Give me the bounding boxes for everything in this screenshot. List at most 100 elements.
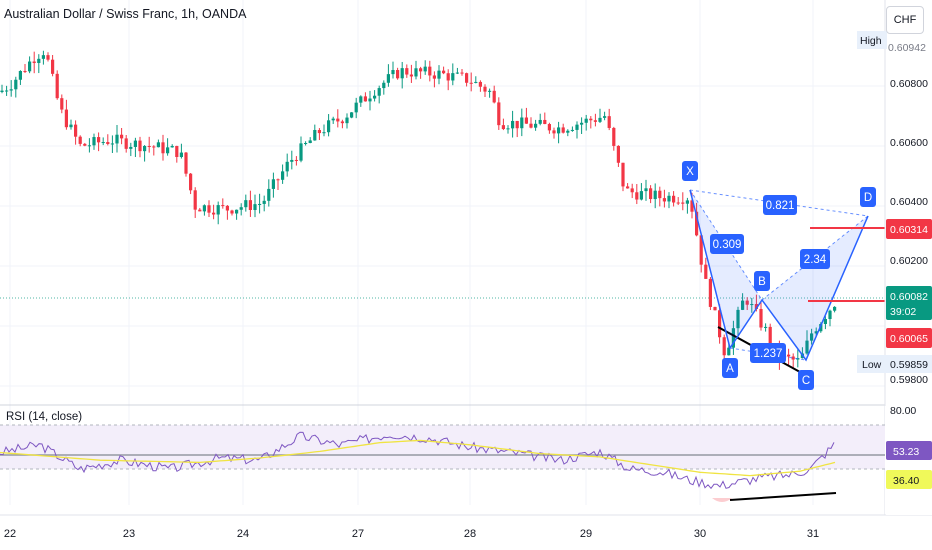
candle-body bbox=[446, 73, 450, 81]
currency-button[interactable]: CHF bbox=[886, 6, 924, 34]
candle-body bbox=[69, 124, 73, 128]
candle-body bbox=[5, 90, 9, 92]
candle-body bbox=[46, 55, 50, 60]
candle-body bbox=[833, 306, 837, 311]
point-c-label[interactable]: C bbox=[798, 370, 814, 390]
candle-body bbox=[764, 326, 768, 328]
candle-body bbox=[327, 120, 331, 133]
candle-body bbox=[32, 61, 36, 64]
candle-body bbox=[810, 333, 814, 341]
current-price-tag bbox=[886, 286, 932, 320]
candle-body bbox=[184, 152, 188, 174]
ratio-ac-label-text: 1.237 bbox=[754, 348, 783, 360]
ratio-xd-label[interactable]: 0.821 bbox=[763, 195, 797, 215]
low-value: 0.59859 bbox=[890, 359, 928, 371]
candle-body bbox=[271, 179, 275, 189]
candle-body bbox=[78, 136, 82, 144]
candle-body bbox=[138, 140, 142, 152]
ratio-line-xb bbox=[689, 189, 763, 301]
candle-body bbox=[276, 179, 280, 181]
rsi-value-tag bbox=[886, 441, 932, 460]
candle-body bbox=[359, 96, 363, 103]
low-value-bg bbox=[886, 355, 932, 373]
low-label: Low bbox=[862, 359, 882, 371]
candle-body bbox=[405, 68, 409, 75]
rsi-tick-label: 80.00 bbox=[890, 405, 916, 417]
candle-body bbox=[745, 300, 749, 305]
candle-body bbox=[161, 142, 165, 154]
rsi-ma-line bbox=[0, 439, 836, 477]
ratio-ac-label[interactable]: 1.237 bbox=[750, 343, 786, 363]
candle-body bbox=[152, 146, 156, 148]
candle-body bbox=[106, 142, 110, 144]
candle-body bbox=[41, 55, 45, 59]
candle-body bbox=[216, 205, 220, 215]
current-price-text: 0.60082 bbox=[890, 291, 928, 303]
candle-body bbox=[198, 209, 202, 212]
candle-body bbox=[828, 310, 832, 320]
point-b-label[interactable]: B bbox=[754, 271, 770, 291]
rsi-oversold-fill bbox=[712, 498, 732, 502]
candle-body bbox=[14, 79, 18, 90]
point-d-label-text: D bbox=[864, 192, 872, 204]
low-label-bg bbox=[857, 355, 887, 373]
rsi-title: RSI (14, close) bbox=[6, 411, 83, 423]
harmonic-pattern[interactable]: X A B C D 0.309 0.821 2.34 1.237 bbox=[682, 161, 876, 390]
candle-body bbox=[225, 205, 229, 211]
candle-body bbox=[520, 117, 524, 129]
candle-body bbox=[750, 304, 754, 306]
candle-body bbox=[731, 328, 735, 348]
candle-body bbox=[350, 112, 354, 118]
pattern-fill-xab bbox=[690, 190, 762, 348]
countdown-text: 39:02 bbox=[890, 306, 916, 318]
candles bbox=[0, 50, 837, 370]
candle-body bbox=[511, 120, 515, 129]
ratio-bd-label-text: 2.34 bbox=[804, 254, 827, 266]
candle-body bbox=[391, 70, 395, 75]
candle-body bbox=[74, 124, 78, 137]
candle-body bbox=[644, 188, 648, 192]
candle-body bbox=[193, 190, 197, 210]
point-d-label[interactable]: D bbox=[860, 187, 876, 207]
ratio-xd-label-box bbox=[763, 195, 797, 215]
symbol-title: Australian Dollar / Swiss Franc, 1h, OAN… bbox=[4, 7, 247, 21]
candle-body bbox=[368, 98, 372, 102]
candle-body bbox=[547, 124, 551, 131]
ratio-xb-label[interactable]: 0.309 bbox=[710, 234, 744, 254]
time-axis-label: 31 bbox=[807, 528, 819, 540]
candle-body bbox=[483, 86, 487, 92]
candle-body bbox=[722, 337, 726, 356]
candle-body bbox=[718, 310, 722, 338]
price-tick-label: 0.59800 bbox=[890, 374, 928, 386]
candle-body bbox=[253, 204, 257, 211]
candle-body bbox=[340, 121, 344, 124]
point-a-label[interactable]: A bbox=[722, 358, 738, 378]
ratio-bd-label[interactable]: 2.34 bbox=[800, 249, 830, 269]
candle-body bbox=[639, 191, 643, 200]
candle-body bbox=[506, 128, 510, 130]
candle-body bbox=[543, 119, 547, 125]
point-d-label-box bbox=[860, 187, 876, 207]
high-label-bg bbox=[857, 31, 887, 49]
candle-body bbox=[101, 142, 105, 144]
rsi-band bbox=[0, 425, 885, 469]
candle-body bbox=[626, 186, 630, 189]
candle-body bbox=[124, 138, 128, 149]
price-tick-label: 0.60200 bbox=[890, 255, 928, 267]
price-tick-label: 0.60400 bbox=[890, 196, 928, 208]
candle-body bbox=[561, 127, 565, 133]
candle-body bbox=[538, 119, 542, 124]
candle-body bbox=[598, 117, 602, 122]
candle-body bbox=[414, 68, 418, 77]
candle-body bbox=[212, 212, 216, 215]
candle-body bbox=[363, 96, 367, 102]
target-price-tag bbox=[886, 219, 932, 239]
candle-body bbox=[179, 152, 183, 158]
candle-body bbox=[534, 123, 538, 128]
price-tick-label: 0.60800 bbox=[890, 78, 928, 90]
candle-body bbox=[570, 129, 574, 131]
candle-body bbox=[575, 124, 579, 130]
point-x-label[interactable]: X bbox=[682, 161, 698, 181]
